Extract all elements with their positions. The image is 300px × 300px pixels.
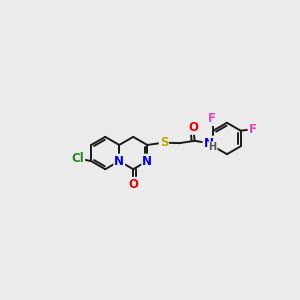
Text: S: S	[160, 136, 168, 149]
Text: Cl: Cl	[71, 152, 84, 165]
Text: N: N	[114, 154, 124, 168]
Text: F: F	[208, 112, 216, 125]
Text: N: N	[203, 136, 214, 150]
Text: O: O	[128, 178, 138, 191]
Text: N: N	[142, 154, 152, 168]
Text: F: F	[249, 123, 256, 136]
Text: O: O	[188, 121, 199, 134]
Text: H: H	[208, 142, 217, 152]
